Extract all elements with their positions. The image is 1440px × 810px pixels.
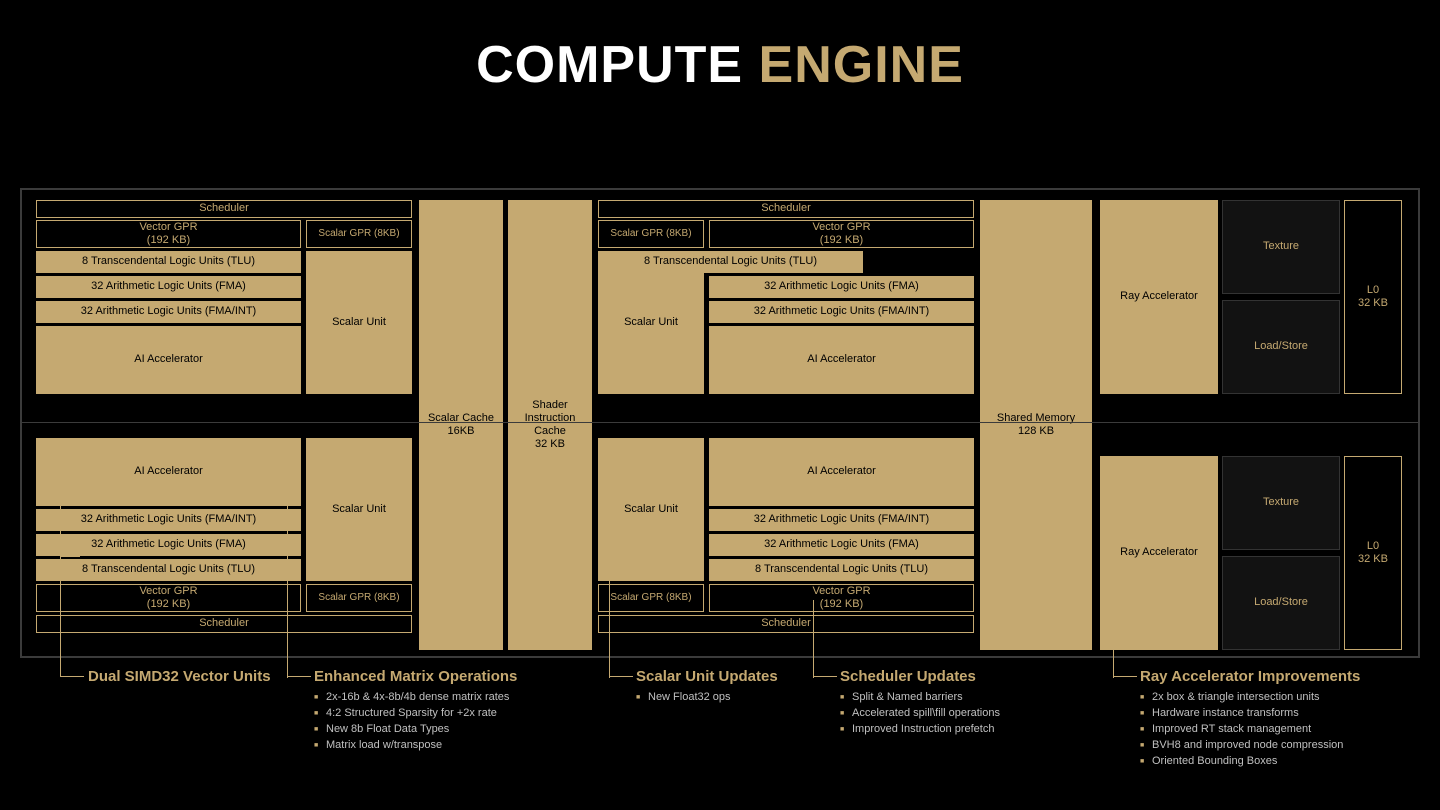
title-word-1: COMPUTE <box>476 36 743 94</box>
line-matrix-b <box>287 676 311 677</box>
right-cluster-top: Ray Accelerator Texture Load/Store L032 … <box>1100 200 1408 412</box>
fmaint-top-left: 32 Arithmetic Logic Units (FMA/INT) <box>36 301 301 323</box>
quadrant-bottom-left: AI Accelerator 32 Arithmetic Logic Units… <box>36 438 412 650</box>
line-sched-v <box>813 600 814 678</box>
fmaint-bottom-middle: 32 Arithmetic Logic Units (FMA/INT) <box>709 509 974 531</box>
vgpr-bottom-left: Vector GPR(192 KB) <box>36 584 301 612</box>
texture-top: Texture <box>1222 200 1340 294</box>
diagram-frame: Scheduler Vector GPR(192 KB) Scalar GPR … <box>20 188 1420 658</box>
fma-top-middle: 32 Arithmetic Logic Units (FMA) <box>709 276 974 298</box>
ai-bottom-left: AI Accelerator <box>36 438 301 506</box>
shader-instruction-cache: Shader Instruction Cache 32 KB <box>508 200 592 650</box>
vgpr-bottom-middle: Vector GPR(192 KB) <box>709 584 974 612</box>
quadrant-top-left: Scheduler Vector GPR(192 KB) Scalar GPR … <box>36 200 412 412</box>
sgpr-top-middle: Scalar GPR (8KB) <box>598 220 704 248</box>
annot-scalar-title: Scalar Unit Updates <box>636 668 778 685</box>
annot-ray-bullets: 2x box & triangle intersection units Har… <box>1140 690 1343 770</box>
quadrant-top-middle: Scheduler Scalar GPR (8KB) Vector GPR(19… <box>598 200 974 412</box>
line-ray-v <box>1113 620 1114 678</box>
annot-matrix-title: Enhanced Matrix Operations <box>314 668 517 685</box>
sgpr-bottom-middle: Scalar GPR (8KB) <box>598 584 704 612</box>
annot-simd-title: Dual SIMD32 Vector Units <box>88 668 271 685</box>
line-matrix-v <box>287 488 288 678</box>
fmaint-top-middle: 32 Arithmetic Logic Units (FMA/INT) <box>709 301 974 323</box>
line-simd-b <box>60 676 84 677</box>
sgpr-bottom-left: Scalar GPR (8KB) <box>306 584 412 612</box>
tlu-bottom-middle: 8 Transcendental Logic Units (TLU) <box>709 559 974 581</box>
title-word-2: ENGINE <box>759 36 964 94</box>
right-cluster-bottom: Ray Accelerator Texture Load/Store L032 … <box>1100 456 1408 668</box>
tlu-bottom-left: 8 Transcendental Logic Units (TLU) <box>36 559 301 581</box>
fma-bottom-middle: 32 Arithmetic Logic Units (FMA) <box>709 534 974 556</box>
annot-matrix-bullets: 2x-16b & 4x-8b/4b dense matrix rates 4:2… <box>314 690 509 754</box>
line-simd-h2 <box>60 556 80 557</box>
scheduler-top-middle: Scheduler <box>598 200 974 218</box>
scalar-cache: Scalar Cache16KB <box>419 200 503 650</box>
scheduler-bottom-middle: Scheduler <box>598 615 974 633</box>
sgpr-top-left: Scalar GPR (8KB) <box>306 220 412 248</box>
annot-sched-bullets: Split & Named barriers Accelerated spill… <box>840 690 1000 738</box>
line-sched-b <box>813 676 837 677</box>
scheduler-bottom-left: Scheduler <box>36 615 412 633</box>
line-simd-v <box>60 506 61 676</box>
annot-ray-title: Ray Accelerator Improvements <box>1140 668 1360 685</box>
vgpr-top-left: Vector GPR(192 KB) <box>36 220 301 248</box>
quadrant-bottom-middle: Scalar Unit AI Accelerator 32 Arithmetic… <box>598 438 974 650</box>
l0-cache-top: L032 KB <box>1344 200 1402 394</box>
scalar-unit-top-left: Scalar Unit <box>306 251 412 394</box>
l0-cache-bottom: L032 KB <box>1344 456 1402 650</box>
line-ray-b <box>1113 676 1137 677</box>
shared-memory: Shared Memory128 KB <box>980 200 1092 650</box>
vgpr-top-middle: Vector GPR(192 KB) <box>709 220 974 248</box>
fma-top-left: 32 Arithmetic Logic Units (FMA) <box>36 276 301 298</box>
tlu-top-left: 8 Transcendental Logic Units (TLU) <box>36 251 301 273</box>
annot-sched-title: Scheduler Updates <box>840 668 976 685</box>
annot-scalar-bullets: New Float32 ops <box>636 690 731 706</box>
ai-bottom-middle: AI Accelerator <box>709 438 974 506</box>
fma-bottom-left: 32 Arithmetic Logic Units (FMA) <box>36 534 301 556</box>
line-scalar-b <box>609 676 633 677</box>
ai-top-left: AI Accelerator <box>36 326 301 394</box>
scheduler-top-left: Scheduler <box>36 200 412 218</box>
loadstore-bottom: Load/Store <box>1222 556 1340 650</box>
fmaint-bottom-left: 32 Arithmetic Logic Units (FMA/INT) <box>36 509 301 531</box>
main-title: COMPUTE ENGINE <box>0 0 1440 120</box>
texture-bottom: Texture <box>1222 456 1340 550</box>
loadstore-top: Load/Store <box>1222 300 1340 394</box>
scalar-unit-bottom-middle: Scalar Unit <box>598 438 704 581</box>
ray-accel-top: Ray Accelerator <box>1100 200 1218 394</box>
scalar-unit-bottom-left: Scalar Unit <box>306 438 412 581</box>
tlu-top-middle: 8 Transcendental Logic Units (TLU) <box>598 251 863 273</box>
ai-top-middle: AI Accelerator <box>709 326 974 394</box>
line-scalar-v <box>609 510 610 678</box>
ray-accel-bottom: Ray Accelerator <box>1100 456 1218 650</box>
line-simd-h1 <box>60 530 80 531</box>
